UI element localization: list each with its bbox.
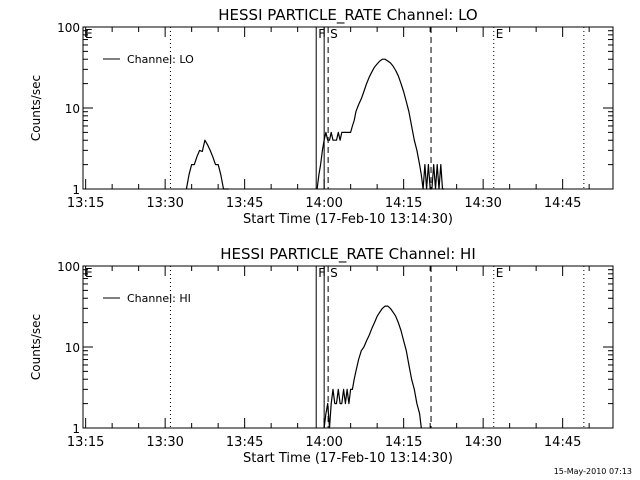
plot-frame	[82, 26, 614, 190]
event-marker-label: E	[85, 27, 93, 41]
x-axis-label: Start Time (17-Feb-10 13:14:30)	[243, 212, 453, 227]
event-marker-label: E	[496, 27, 504, 41]
event-marker-label: S	[330, 266, 338, 280]
x-tick-label: 14:30	[464, 435, 501, 450]
y-axis-label: Counts/sec	[29, 314, 43, 380]
event-marker-label: E	[85, 266, 93, 280]
x-tick-label: 14:15	[385, 435, 422, 450]
y-tick-label: 1	[72, 422, 80, 436]
event-marker-label: E	[496, 266, 504, 280]
legend-entry: Channel: HI	[127, 292, 191, 305]
x-tick-label: 14:15	[385, 196, 422, 211]
y-tick-label: 100	[57, 260, 80, 274]
series-line	[316, 58, 445, 190]
y-axis-label: Counts/sec	[29, 75, 43, 141]
event-marker-label: S	[330, 27, 338, 41]
chart-title: HESSI PARTICLE_RATE Channel: HI	[220, 245, 476, 264]
x-tick-label: 13:15	[67, 196, 104, 211]
x-tick-label: 13:15	[67, 435, 104, 450]
x-tick-label: 14:00	[305, 196, 342, 211]
y-tick-label: 10	[65, 341, 80, 355]
x-tick-label: 14:00	[305, 435, 342, 450]
x-tick-label: 13:30	[146, 196, 183, 211]
event-marker-label: F	[318, 27, 325, 41]
footer-timestamp: 15-May-2010 07:13	[554, 467, 632, 476]
y-tick-label: 10	[65, 102, 80, 116]
y-tick-label: 1	[72, 183, 80, 197]
event-marker-label: F	[318, 266, 325, 280]
series-line	[323, 305, 422, 429]
x-tick-label: 13:45	[226, 196, 263, 211]
x-axis-label: Start Time (17-Feb-10 13:14:30)	[243, 451, 453, 466]
x-tick-label: 14:30	[464, 196, 501, 211]
y-tick-label: 100	[57, 21, 80, 35]
x-tick-label: 14:45	[544, 435, 581, 450]
chart-title: HESSI PARTICLE_RATE Channel: LO	[218, 6, 477, 25]
x-tick-label: 14:45	[544, 196, 581, 211]
series-line	[185, 139, 229, 190]
x-tick-label: 13:30	[146, 435, 183, 450]
legend-entry: Channel: LO	[127, 53, 194, 66]
plot-frame	[82, 265, 614, 429]
x-tick-label: 13:45	[226, 435, 263, 450]
